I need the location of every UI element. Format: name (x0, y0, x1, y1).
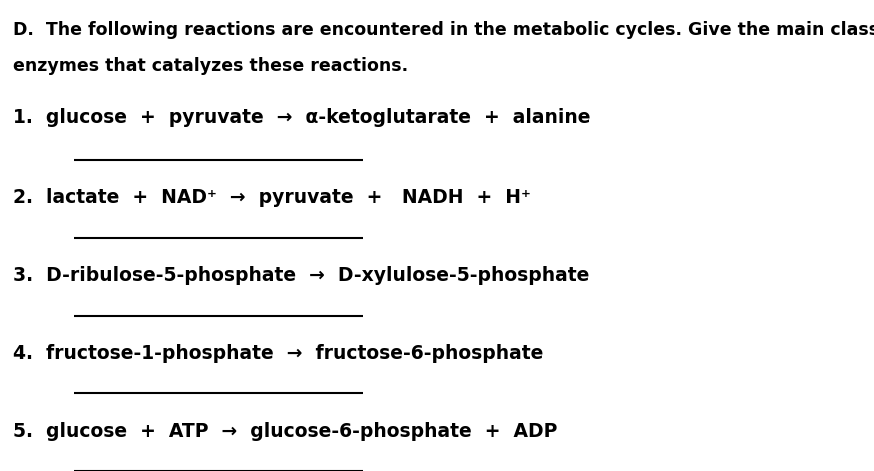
Text: enzymes that catalyzes these reactions.: enzymes that catalyzes these reactions. (13, 57, 408, 74)
Text: D.  The following reactions are encountered in the metabolic cycles. Give the ma: D. The following reactions are encounter… (13, 21, 874, 39)
Text: 5.  glucose  +  ATP  →  glucose-6-phosphate  +  ADP: 5. glucose + ATP → glucose-6-phosphate +… (13, 422, 558, 440)
Text: 2.  lactate  +  NAD⁺  →  pyruvate  +   NADH  +  H⁺: 2. lactate + NAD⁺ → pyruvate + NADH + H⁺ (13, 188, 531, 207)
Text: 4.  fructose-1-phosphate  →  fructose-6-phosphate: 4. fructose-1-phosphate → fructose-6-pho… (13, 344, 544, 363)
Text: 1.  glucose  +  pyruvate  →  α-ketoglutarate  +  alanine: 1. glucose + pyruvate → α-ketoglutarate … (13, 108, 591, 127)
Text: 3.  D-ribulose-5-phosphate  →  D-xylulose-5-phosphate: 3. D-ribulose-5-phosphate → D-xylulose-5… (13, 266, 589, 285)
